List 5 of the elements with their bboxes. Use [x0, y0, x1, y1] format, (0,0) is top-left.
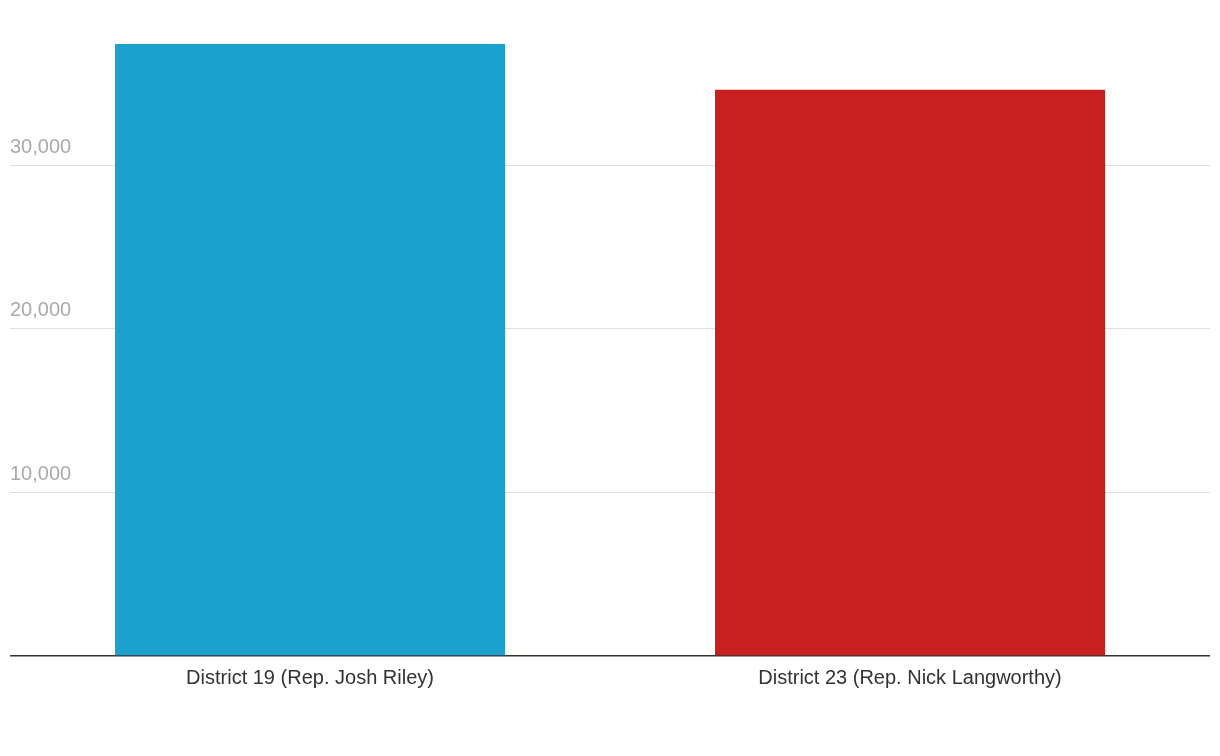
x-tick-label: District 19 (Rep. Josh Riley): [186, 665, 434, 688]
y-tick-label: 10,000: [10, 461, 72, 484]
y-tick-label: 30,000: [10, 134, 72, 157]
x-tick-label: District 23 (Rep. Nick Langworthy): [758, 665, 1062, 688]
y-tick-label: 20,000: [10, 298, 72, 321]
